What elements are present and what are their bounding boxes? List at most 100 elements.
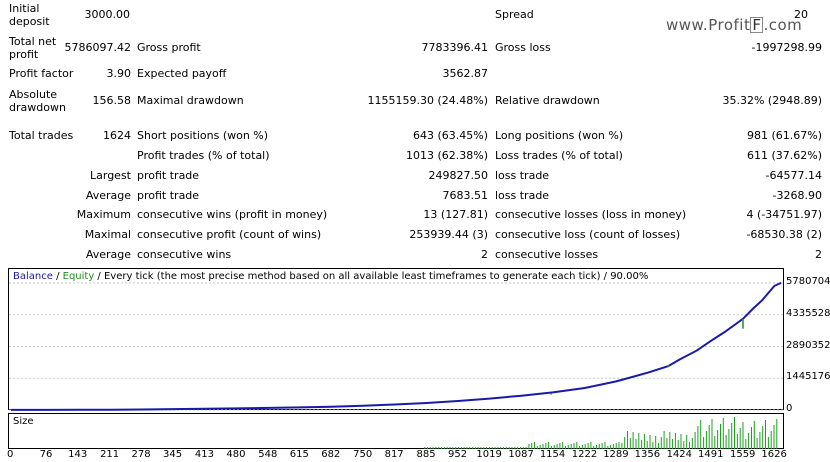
maximum-losses-label: consecutive losses (loss in money) (495, 208, 687, 221)
x-tick-label: 885 (416, 449, 436, 460)
x-tick-label: 278 (131, 449, 151, 460)
size-bar (776, 419, 778, 449)
size-bar (528, 444, 530, 449)
short-positions-value: 643 (63.45%) (412, 129, 488, 142)
x-tick-label: 1491 (698, 449, 724, 460)
watermark-logo: www.Profit F .com (666, 16, 802, 34)
size-bar (658, 443, 659, 449)
size-bar (643, 434, 645, 449)
absolute-drawdown-value: 156.58 (92, 94, 132, 107)
size-bar (545, 443, 547, 449)
size-bar (576, 442, 578, 449)
maximal-wins-label: consecutive profit (count of wins) (137, 228, 322, 241)
legend-equity: Equity (62, 271, 95, 282)
size-bar (691, 438, 693, 449)
chart-legend: Balance / Equity / Every tick (the most … (13, 271, 648, 282)
size-bar (739, 428, 741, 449)
size-bar (720, 424, 721, 449)
gross-profit-value: 7783396.41 (421, 41, 488, 54)
size-bar (443, 447, 445, 449)
size-bar (539, 445, 541, 449)
size-bar (500, 447, 502, 449)
size-bar (652, 442, 654, 449)
maximal-losses-value: -68530.38 (2) (746, 228, 822, 241)
size-bar (542, 444, 544, 449)
size-bar (596, 445, 597, 449)
size-bar (598, 444, 600, 449)
size-bar (474, 447, 476, 449)
size-bar (477, 447, 479, 449)
profit-trades-label: Profit trades (% of total) (137, 149, 270, 162)
size-bar (734, 417, 735, 449)
x-tick-label: 1289 (603, 449, 629, 460)
size-bar (446, 447, 448, 449)
average-label: Average (85, 189, 131, 202)
size-bar (435, 447, 437, 449)
size-bar (728, 429, 730, 449)
loss-trades-label: Loss trades (% of total) (495, 149, 623, 162)
largest-profit-value: 249827.50 (428, 169, 489, 182)
size-bar (458, 447, 459, 449)
size-bar (553, 445, 555, 449)
size-bar (491, 447, 493, 449)
size-bar (486, 447, 488, 449)
size-bar (508, 447, 510, 449)
size-bar (689, 442, 690, 449)
size-bar (604, 442, 606, 449)
size-bar (573, 443, 575, 449)
profit-factor-label: Profit factor (9, 67, 74, 80)
x-tick-label: 413 (194, 449, 214, 460)
size-bar (742, 422, 744, 449)
maximal-drawdown-label: Maximal drawdown (137, 94, 244, 107)
x-tick-label: 1626 (761, 449, 787, 460)
size-bar (505, 447, 507, 449)
balance-chart-svg (9, 281, 785, 411)
size-bar (612, 444, 614, 449)
x-tick-label: 952 (447, 449, 468, 460)
size-chart: Size (8, 413, 784, 449)
total-trades-value: 1624 (103, 129, 131, 142)
size-bar (629, 438, 631, 449)
x-tick-label: 1222 (571, 449, 598, 460)
size-bar (587, 443, 589, 449)
size-bar (427, 447, 428, 449)
x-tick-label: 345 (162, 449, 183, 460)
spread-label: Spread (495, 8, 534, 21)
average-consecutive-label: Average (85, 248, 131, 261)
long-positions-label: Long positions (won %) (495, 129, 624, 142)
size-bar (556, 444, 558, 449)
size-bar (489, 447, 490, 449)
size-bar (621, 443, 623, 449)
relative-drawdown-label: Relative drawdown (495, 94, 600, 107)
size-bar (432, 447, 434, 449)
initial-deposit-label: Initial deposit (9, 2, 50, 28)
size-bar (562, 442, 564, 449)
size-bar (579, 446, 581, 449)
size-bar (593, 446, 595, 449)
maximal-label: Maximal (84, 228, 131, 241)
size-bar (677, 440, 679, 449)
size-bar (705, 431, 707, 449)
y-tick-label: 0 (786, 403, 793, 414)
size-bar (565, 446, 566, 449)
size-bar (466, 447, 468, 449)
size-bar (700, 420, 702, 449)
size-bar (483, 447, 485, 449)
size-bar (514, 447, 516, 449)
size-chart-svg (424, 417, 778, 449)
size-bar (590, 442, 592, 449)
size-bar (638, 433, 640, 449)
total-net-profit-label: Total net profit (9, 35, 57, 61)
size-bar (745, 439, 747, 449)
size-bar (731, 423, 733, 449)
x-tick-label: 1356 (634, 449, 661, 460)
total-trades-label: Total trades (9, 129, 74, 142)
size-bar (632, 432, 634, 449)
size-bar (449, 447, 451, 449)
size-bar (452, 447, 454, 449)
legend-balance: Balance (13, 271, 53, 282)
size-bar (531, 443, 533, 449)
size-bar (660, 437, 662, 449)
initial-deposit-value: 3000.00 (84, 8, 131, 21)
loss-trades-value: 611 (37.62%) (746, 149, 822, 162)
